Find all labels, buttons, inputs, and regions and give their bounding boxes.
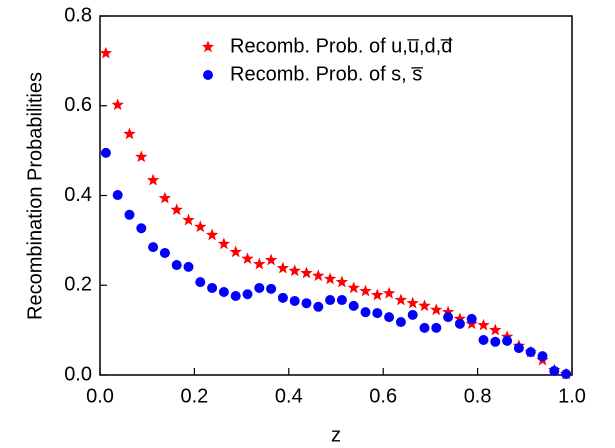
data-point (99, 46, 113, 59)
data-point (207, 282, 218, 293)
data-point (561, 369, 572, 380)
data-point (288, 264, 301, 277)
data-point (276, 261, 290, 274)
legend-marker (201, 40, 215, 53)
legend-marker (203, 70, 213, 80)
data-point (312, 269, 325, 282)
data-point (148, 242, 159, 253)
data-point (454, 318, 465, 329)
data-point (100, 147, 111, 158)
data-point (382, 286, 396, 299)
data-point (183, 261, 194, 272)
data-point (218, 286, 229, 297)
data-point (194, 220, 207, 233)
legend-label: Recomb. Prob. of s, s̅ (230, 63, 423, 85)
y-tick-label: 0.4 (64, 184, 92, 206)
y-tick-label: 0.6 (64, 94, 92, 116)
x-tick-label: 0.4 (275, 385, 303, 407)
data-point (443, 312, 454, 323)
data-point (289, 295, 300, 306)
data-point (430, 303, 443, 316)
data-point (537, 351, 548, 362)
data-point (466, 313, 477, 324)
data-point (372, 308, 383, 319)
data-point (229, 245, 242, 258)
data-point (489, 323, 502, 336)
data-point (419, 322, 430, 333)
data-point (300, 266, 313, 279)
x-tick-label: 0.8 (464, 385, 492, 407)
data-point (336, 295, 347, 306)
data-point (217, 237, 231, 250)
data-point (371, 288, 384, 301)
data-point (407, 309, 418, 320)
data-point (359, 284, 372, 297)
data-point (182, 213, 195, 226)
data-point (266, 283, 277, 294)
data-point (171, 260, 182, 271)
data-point (205, 228, 219, 241)
data-point (124, 209, 135, 220)
data-point (170, 203, 183, 216)
data-point (347, 281, 360, 294)
data-point (513, 343, 524, 354)
data-point (453, 312, 467, 325)
data-point (525, 347, 536, 358)
y-tick-label: 0.0 (64, 363, 92, 385)
data-point (360, 307, 371, 318)
data-point (313, 301, 324, 312)
data-point (123, 127, 136, 140)
data-point (112, 190, 123, 201)
data-point (253, 257, 266, 270)
data-point (277, 292, 288, 303)
data-point (477, 318, 490, 331)
data-point (301, 298, 312, 309)
data-point (158, 191, 172, 204)
data-point (490, 336, 501, 347)
y-tick-label: 0.8 (64, 4, 92, 26)
y-tick-label: 0.2 (64, 274, 92, 296)
data-point (395, 317, 406, 328)
data-point (348, 300, 359, 311)
data-point (325, 295, 336, 306)
data-point (335, 275, 349, 288)
x-tick-label: 0.6 (369, 385, 397, 407)
data-point (242, 289, 253, 300)
y-axis-label: Recombination Probabilities (24, 72, 46, 320)
data-point (159, 247, 170, 258)
data-point (136, 223, 147, 234)
data-point (111, 98, 124, 111)
x-tick-label: 0.2 (180, 385, 208, 407)
data-point (549, 365, 560, 376)
data-point (230, 291, 241, 302)
data-point (384, 312, 395, 323)
data-point (502, 335, 513, 346)
data-point (195, 277, 206, 288)
data-point (394, 293, 408, 306)
data-point (431, 322, 442, 333)
data-point (323, 272, 337, 285)
x-axis-label: z (331, 424, 341, 446)
data-point (478, 334, 489, 345)
x-tick-label: 0.0 (86, 385, 114, 407)
data-point (264, 253, 278, 266)
legend-label: Recomb. Prob. of u,u̅,d,d̅ (230, 35, 452, 57)
data-point (406, 296, 419, 309)
x-tick-label: 1.0 (558, 385, 586, 407)
data-point (241, 252, 254, 265)
data-point (146, 173, 160, 186)
data-point (254, 282, 265, 293)
data-point (441, 305, 455, 318)
data-point (418, 299, 431, 312)
data-point (135, 150, 148, 163)
